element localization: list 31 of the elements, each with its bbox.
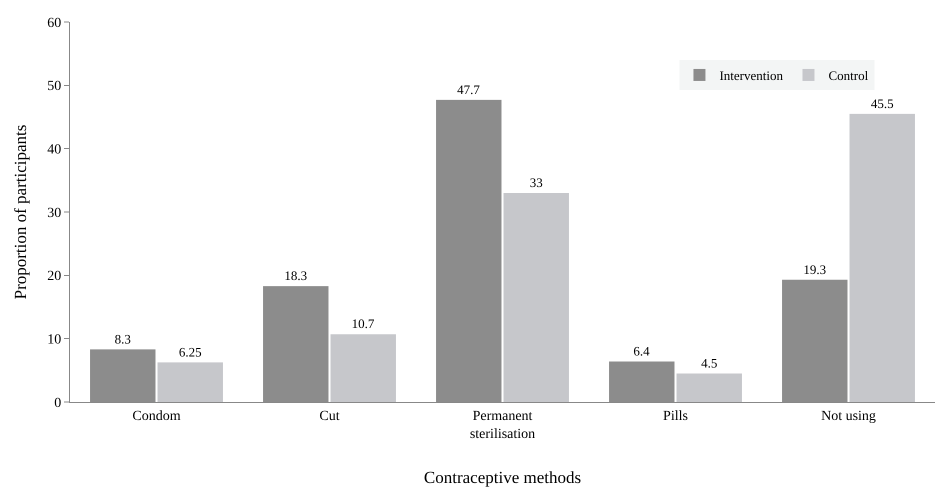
y-tick-label: 40	[47, 142, 62, 158]
y-tick-label: 10	[47, 332, 62, 348]
x-tick-label: Condom	[132, 408, 181, 424]
y-tick-label: 0	[54, 396, 62, 411]
legend-label: Control	[828, 68, 869, 84]
data-label: 18.3	[284, 268, 308, 284]
y-axis-title: Proportion of participants	[11, 124, 30, 300]
bar	[676, 374, 742, 402]
data-label: 45.5	[870, 96, 894, 111]
x-tick-label: Cut	[319, 408, 340, 424]
data-label: 8.3	[114, 331, 131, 346]
data-label: 6.4	[633, 343, 650, 358]
data-label: 19.3	[803, 262, 826, 277]
bar	[504, 193, 569, 402]
bar	[850, 114, 915, 402]
bar	[158, 362, 223, 402]
x-tick-label: Permanent sterilisation	[470, 408, 536, 442]
data-label: 10.7	[352, 316, 375, 332]
y-tick-label: 30	[47, 206, 62, 221]
y-tick-label: 20	[47, 269, 62, 284]
data-label: 4.5	[701, 356, 718, 370]
x-axis-title: Contraceptive methods	[424, 468, 582, 487]
x-tick-label: Pills	[663, 408, 688, 424]
y-tick-label: 60	[47, 16, 62, 31]
data-label: 33	[530, 175, 543, 190]
x-tick-label: Not using	[821, 408, 876, 424]
data-label: 47.7	[457, 82, 480, 97]
data-label: 6.25	[178, 344, 202, 360]
y-tick-label: 50	[47, 79, 62, 94]
bar	[330, 334, 396, 402]
legend-label: Intervention	[719, 68, 784, 84]
